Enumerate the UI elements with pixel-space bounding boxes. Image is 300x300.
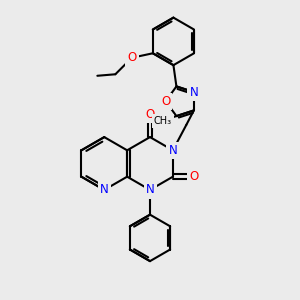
- Text: O: O: [161, 95, 170, 108]
- Text: N: N: [169, 144, 177, 157]
- Text: O: O: [127, 51, 136, 64]
- Text: N: N: [146, 183, 154, 196]
- Text: N: N: [100, 183, 109, 196]
- Text: N: N: [190, 85, 198, 99]
- Text: CH₃: CH₃: [154, 116, 172, 126]
- Text: O: O: [146, 108, 154, 121]
- Text: O: O: [189, 170, 199, 183]
